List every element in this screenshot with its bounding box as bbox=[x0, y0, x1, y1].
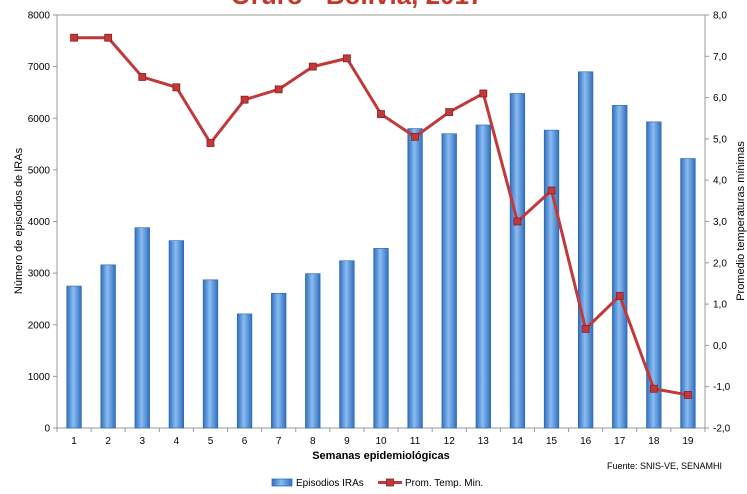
y-tick-label: 6000 bbox=[28, 114, 51, 125]
y-axis-title: Número de episodios de IRAs bbox=[13, 147, 25, 294]
line-point bbox=[547, 186, 556, 195]
bar bbox=[236, 313, 253, 429]
x-tick-label: 7 bbox=[276, 436, 282, 447]
source-note: Fuente: SNIS-VE, SENAMHI bbox=[607, 461, 722, 471]
line-point bbox=[342, 54, 351, 63]
y2-axis-title: Promedio temperaturas mínimas bbox=[735, 141, 747, 301]
y-axis-left: 0 1000 2000 3000 4000 5000 6000 7000 8000 bbox=[28, 11, 57, 435]
y2-tick-label: 7,0 bbox=[713, 52, 727, 63]
x-tick-label: 15 bbox=[546, 436, 558, 447]
y-tick-label: 4000 bbox=[28, 217, 51, 228]
x-tick-label: 5 bbox=[208, 436, 214, 447]
line-point bbox=[615, 291, 624, 300]
x-tick-label: 6 bbox=[242, 436, 248, 447]
bar bbox=[66, 285, 82, 429]
legend-label-bars: Episodios IRAs bbox=[296, 478, 364, 489]
y2-tick-label: 6,0 bbox=[713, 93, 727, 104]
chart-title: Oruro - Bolivia, 2017 bbox=[231, 0, 484, 10]
y2-tick-label: 2,0 bbox=[713, 258, 727, 269]
bar-series bbox=[66, 71, 696, 429]
bar bbox=[100, 264, 116, 429]
bar bbox=[407, 128, 423, 429]
y-tick-label: 3000 bbox=[28, 269, 51, 280]
line-point bbox=[649, 384, 658, 393]
x-tick-label: 12 bbox=[444, 436, 456, 447]
line-point bbox=[479, 89, 488, 98]
y2-tick-label: 1,0 bbox=[713, 300, 727, 311]
bar bbox=[441, 133, 457, 429]
legend: Episodios IRAs Prom. Temp. Min. bbox=[271, 478, 483, 489]
line-point bbox=[411, 132, 420, 141]
line-point bbox=[684, 391, 692, 399]
x-tick-label: 18 bbox=[648, 436, 660, 447]
x-tick-label: 9 bbox=[344, 436, 350, 447]
bar bbox=[134, 227, 150, 429]
bar bbox=[339, 260, 355, 429]
bar bbox=[202, 279, 219, 429]
x-tick-label: 1 bbox=[71, 436, 77, 447]
line-point bbox=[172, 83, 181, 92]
line-point bbox=[240, 95, 249, 104]
y-axis-right: -2,0 -1,0 0,0 1,0 2,0 3,0 4,0 5,0 6,0 7,0 8,0 bbox=[705, 11, 731, 435]
line-point bbox=[138, 73, 147, 81]
line-point bbox=[70, 33, 78, 42]
line-point bbox=[206, 139, 215, 147]
bar bbox=[373, 248, 389, 429]
bar bbox=[543, 129, 560, 429]
y-tick-label: 2000 bbox=[28, 320, 51, 331]
x-tick-label: 16 bbox=[580, 436, 592, 447]
bar bbox=[271, 292, 287, 429]
bar bbox=[305, 273, 321, 429]
bar bbox=[612, 105, 628, 429]
legend-swatch-bars bbox=[271, 478, 293, 487]
x-tick-label: 10 bbox=[375, 436, 387, 447]
y2-tick-label: 0,0 bbox=[713, 341, 727, 352]
line-point bbox=[104, 33, 113, 42]
x-tick-label: 14 bbox=[512, 436, 524, 447]
y-tick-label: 0 bbox=[44, 424, 50, 435]
bar bbox=[168, 240, 185, 429]
x-tick-label: 17 bbox=[614, 436, 626, 447]
x-axis: 1 2 3 4 5 6 7 8 9 10 11 12 13 14 15 16 17 18 19 bbox=[56, 428, 706, 447]
x-tick-label: 2 bbox=[105, 436, 111, 447]
line-point bbox=[513, 217, 522, 226]
line-point bbox=[274, 85, 283, 94]
x-tick-label: 3 bbox=[139, 436, 145, 447]
bar bbox=[475, 124, 491, 429]
line-series bbox=[70, 33, 692, 399]
y2-tick-label: 8,0 bbox=[713, 11, 727, 22]
x-axis-title: Semanas epidemiológicas bbox=[312, 450, 450, 462]
line-point bbox=[445, 108, 454, 116]
bar bbox=[577, 71, 594, 429]
x-tick-label: 4 bbox=[174, 436, 180, 447]
legend-label-line: Prom. Temp. Min. bbox=[405, 478, 483, 489]
line-point bbox=[377, 110, 385, 119]
legend-swatch-marker bbox=[386, 478, 394, 487]
bar bbox=[646, 121, 662, 429]
y-tick-label: 8000 bbox=[28, 11, 51, 22]
line-point bbox=[581, 324, 590, 333]
line-point bbox=[308, 62, 317, 71]
y2-tick-label: -1,0 bbox=[713, 382, 731, 393]
x-tick-label: 13 bbox=[478, 436, 490, 447]
y-tick-label: 5000 bbox=[28, 165, 51, 176]
y2-tick-label: 5,0 bbox=[713, 134, 727, 145]
y2-tick-label: -2,0 bbox=[713, 424, 731, 435]
bar bbox=[680, 158, 696, 429]
x-tick-label: 8 bbox=[310, 436, 316, 447]
y2-tick-label: 4,0 bbox=[713, 176, 727, 187]
y-tick-label: 1000 bbox=[28, 372, 51, 383]
y-tick-label: 7000 bbox=[28, 62, 51, 73]
x-tick-label: 19 bbox=[682, 436, 694, 447]
bar bbox=[509, 93, 526, 429]
y2-tick-label: 3,0 bbox=[713, 217, 727, 228]
x-tick-label: 11 bbox=[410, 436, 421, 447]
